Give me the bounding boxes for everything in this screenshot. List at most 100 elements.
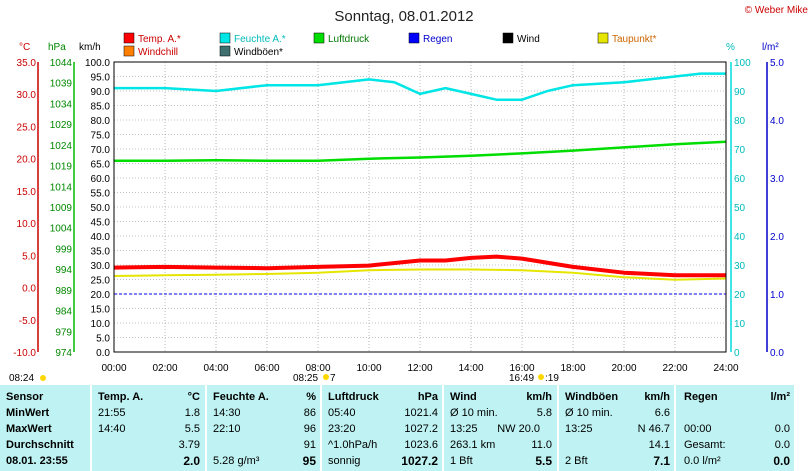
header-sensor: Sensor (6, 391, 44, 403)
celsius-tick-label: 10.0 (17, 219, 37, 230)
series-line (113, 254, 726, 278)
legend-swatch-rain (408, 32, 420, 44)
kmh-tick-label: 0.0 (96, 348, 110, 359)
cell-time: Gesamt: (684, 439, 726, 451)
cell-time: 13:25 (565, 423, 593, 435)
header-humidity-unit: % (306, 391, 316, 403)
cell-time: ^1.0hPa/h (328, 439, 378, 451)
humidity-tick-label: 80 (734, 116, 746, 127)
legend-label-gust: Windböen* (234, 47, 283, 58)
legend-label-wind: Wind (517, 34, 540, 45)
cell-value: 5.8 (536, 407, 552, 419)
table-col-rain (676, 385, 794, 471)
hpa-tick-label: 1024 (50, 141, 73, 152)
cell-time: 5.28 g/m³ (213, 455, 260, 467)
weather-chart: Sonntag, 08.01.2012 © Weber Mike Temp. A… (9, 5, 809, 384)
axis-tick-labels: 00:00 02:00 04:00 06:00 08:00 10:00 12:00 14:00… (13, 58, 784, 374)
kmh-tick-label: 35.0 (91, 247, 111, 258)
cell-value: 1027.2 (404, 423, 438, 435)
row-label: MaxWert (6, 423, 52, 435)
cell-time: Ø 10 min. (450, 407, 498, 419)
table-col-gust (559, 385, 674, 471)
sun-time: 08:25 (293, 373, 318, 384)
cell-value: 1.8 (184, 407, 200, 419)
cell-time: 263.1 km (450, 439, 496, 451)
x-tick-label: 04:00 (203, 363, 228, 374)
cell-value: 0.0 (774, 439, 790, 451)
cell-value: 11.0 (531, 439, 552, 451)
humidity-tick-label: 20 (734, 290, 746, 301)
hpa-tick-label: 999 (55, 244, 72, 255)
cell-value: 96 (303, 423, 316, 435)
hpa-tick-label: 984 (55, 307, 72, 318)
x-tick-label: 22:00 (662, 363, 687, 374)
series-lines (113, 72, 727, 295)
cell-value: 95 (302, 454, 316, 468)
header-wind: Wind (450, 391, 477, 403)
sunset-dot-icon (538, 374, 544, 380)
celsius-tick-label: 35.0 (17, 58, 37, 69)
copyright: © Weber Mike (745, 5, 809, 16)
cell-time: 1 Bft (450, 455, 473, 467)
x-tick-label: 06:00 (254, 363, 279, 374)
cell-value: 5.5 (535, 454, 552, 468)
x-tick-label: 18:00 (560, 363, 585, 374)
cell-value: 6.6 (654, 407, 670, 419)
x-tick-label: 00:00 (101, 363, 126, 374)
x-tick-label: 20:00 (611, 363, 636, 374)
kmh-tick-label: 40.0 (91, 232, 111, 243)
humidity-tick-label: 0 (734, 348, 740, 359)
cell-value: 3.79 (178, 439, 200, 451)
cell-value: 1027.2 (401, 454, 438, 468)
cell-time: 14:40 (98, 423, 126, 435)
header-rain: Regen (684, 391, 718, 403)
legend-label-humidity: Feuchte A.* (234, 34, 286, 45)
rain-tick-label: 1.0 (770, 290, 784, 301)
kmh-tick-label: 90.0 (91, 87, 111, 98)
hpa-tick-label: 1019 (50, 162, 73, 173)
x-tick-label: 16:00 (509, 363, 534, 374)
humidity-tick-label: 10 (734, 319, 746, 330)
unit-celsius: °C (19, 42, 30, 53)
cell-value: 7.1 (653, 454, 670, 468)
humidity-tick-label: 40 (734, 232, 746, 243)
sunset-suffix: :19 (545, 373, 559, 384)
kmh-tick-label: 25.0 (91, 276, 111, 287)
celsius-tick-label: -5.0 (19, 316, 37, 327)
cell-time: 05:40 (328, 407, 356, 419)
header-temp: Temp. A. (98, 391, 144, 403)
legend-swatch-pressure (313, 32, 325, 44)
stats-table: Sensor Temp. A. °C Feuchte A. % Luftdruc… (0, 385, 810, 471)
unit-rain: l/m² (762, 42, 779, 53)
cell-value: 14.1 (648, 439, 670, 451)
legend: Temp. A.* Feuchte A.* Luftdruck Regen Wi… (123, 32, 657, 58)
legend-swatch-gust (219, 45, 231, 57)
sunset-time: 16:49 (509, 373, 534, 384)
cell-time: 00:00 (684, 423, 712, 435)
cell-time: 13:25 (450, 423, 478, 435)
celsius-tick-label: 15.0 (17, 187, 37, 198)
series-line (114, 140, 727, 162)
celsius-tick-label: -10.0 (13, 348, 36, 359)
legend-label-rain: Regen (423, 34, 452, 45)
cell-time: Ø 10 min. (565, 407, 613, 419)
header-wind-unit: km/h (526, 391, 552, 403)
x-tick-label: 08:00 (305, 363, 330, 374)
cell-value: 2.0 (183, 454, 200, 468)
table-col-pressure (322, 385, 442, 471)
cell-value: 86 (303, 407, 316, 419)
rain-tick-label: 5.0 (770, 58, 784, 69)
unit-kmh: km/h (79, 42, 101, 53)
kmh-tick-label: 60.0 (91, 174, 111, 185)
cell-time: 2 Bft (565, 455, 588, 467)
cell-value: 1021.4 (404, 407, 438, 419)
kmh-tick-label: 95.0 (91, 73, 111, 84)
row-label: MinWert (6, 407, 50, 419)
kmh-tick-label: 50.0 (91, 203, 111, 214)
x-tick-label: 10:00 (356, 363, 381, 374)
kmh-tick-label: 5.0 (96, 334, 110, 345)
kmh-tick-label: 30.0 (91, 261, 111, 272)
kmh-tick-label: 85.0 (91, 102, 111, 113)
header-humidity: Feuchte A. (213, 391, 269, 403)
humidity-tick-label: 50 (734, 203, 746, 214)
